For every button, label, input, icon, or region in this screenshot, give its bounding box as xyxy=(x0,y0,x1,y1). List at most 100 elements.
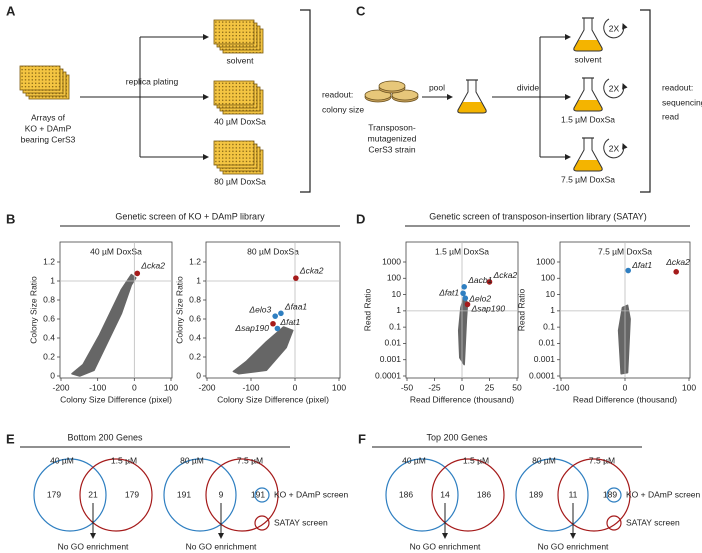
x-tick-label: -25 xyxy=(428,382,441,392)
venn-circle-red xyxy=(79,458,153,532)
y-tick-label: 1 xyxy=(550,305,555,315)
legend-circle-red xyxy=(254,515,270,531)
x-tick-label: 0 xyxy=(293,382,298,392)
venn-count: 186 xyxy=(399,489,413,499)
highlight-point xyxy=(673,269,679,275)
point-label: Δelo3 xyxy=(248,304,271,314)
panel-title: Bottom 200 Genes xyxy=(67,432,143,442)
plate xyxy=(213,80,255,106)
x-axis-label: Read Difference (thousand) xyxy=(410,394,514,404)
arrow-label: divide xyxy=(517,82,539,92)
venn-note: No GO enrichment xyxy=(58,541,129,551)
y-tick-label: 0.2 xyxy=(43,351,55,361)
flask xyxy=(573,138,603,172)
y-tick-label: 0.4 xyxy=(189,332,201,342)
x-tick-label: -200 xyxy=(198,382,215,392)
flask-liquid xyxy=(573,160,603,171)
highlight-point xyxy=(625,267,631,274)
plate xyxy=(213,140,255,166)
condition-label: 40 µM DoxSa xyxy=(214,116,266,126)
y-axis-label: Colony Size Ratio xyxy=(28,276,38,344)
y-tick-label: 0.6 xyxy=(189,313,201,323)
highlight-point xyxy=(270,320,276,327)
y-tick-label: 0 xyxy=(50,370,55,380)
y-tick-label: 1.2 xyxy=(43,256,55,266)
petri-dish-top xyxy=(378,80,406,92)
x-tick-label: 50 xyxy=(512,382,522,392)
y-tick-label: 0.1 xyxy=(543,321,555,331)
highlight-point xyxy=(462,295,469,301)
y-tick-label: 1000 xyxy=(382,256,401,266)
y-axis-label: Read Ratio xyxy=(516,288,526,331)
plot-title: 40 µM DoxSa xyxy=(90,246,142,256)
venn-set-label: 1.5 µM xyxy=(463,455,489,465)
x-tick-label: 25 xyxy=(485,382,495,392)
cycle-arrow xyxy=(603,138,628,159)
venn-count: 189 xyxy=(529,489,543,499)
legend-label: KO + DAmP screen xyxy=(626,489,701,499)
plot-title: 80 µM DoxSa xyxy=(247,246,299,256)
arrow-label: replica plating xyxy=(126,76,179,86)
venn-set-label: 80 µM xyxy=(532,455,556,465)
flask xyxy=(457,80,487,114)
y-tick-label: 0.8 xyxy=(189,294,201,304)
venn-note: No GO enrichment xyxy=(186,541,257,551)
condition-label: solvent xyxy=(575,54,603,64)
plot-frame xyxy=(59,241,173,379)
point-label: Δfat1 xyxy=(631,260,652,270)
readout-text: read xyxy=(662,111,679,121)
point-cloud xyxy=(617,304,631,375)
y-tick-label: 0.8 xyxy=(43,294,55,304)
flask-liquid xyxy=(573,40,603,51)
venn-circle-blue xyxy=(515,458,589,532)
strain-label: mutagenized xyxy=(368,133,417,143)
highlight-point xyxy=(460,290,466,297)
highlight-point xyxy=(134,270,141,277)
readout-title: readout: xyxy=(322,89,353,99)
y-axis-label: Read Ratio xyxy=(362,288,372,331)
y-tick-label: 1 xyxy=(196,275,201,285)
venn-note: No GO enrichment xyxy=(538,541,609,551)
strain-label: CerS3 strain xyxy=(368,144,416,154)
venn-set-label: 40 µM xyxy=(402,455,426,465)
fold-label: 2X xyxy=(609,143,620,153)
flask-liquid xyxy=(573,100,603,111)
point-label: Δfat1 xyxy=(279,317,300,327)
condition-label: 80 µM DoxSa xyxy=(214,176,266,186)
highlight-point xyxy=(272,313,279,319)
y-tick-label: 0.2 xyxy=(189,351,201,361)
x-axis-label: Colony Size Difference (pixel) xyxy=(60,394,172,404)
point-label: Δcka2 xyxy=(665,257,690,267)
panel-letter: E xyxy=(6,431,15,446)
venn-count: 179 xyxy=(125,489,139,499)
y-tick-label: 100 xyxy=(387,273,401,283)
highlight-point xyxy=(486,279,493,285)
y-tick-label: 0.01 xyxy=(384,338,401,348)
y-tick-label: 10 xyxy=(392,289,402,299)
array-label: Arrays of xyxy=(31,112,66,122)
venn-count: 186 xyxy=(477,489,491,499)
y-tick-label: 1 xyxy=(50,275,55,285)
point-label: Δfaa1 xyxy=(284,302,308,312)
array-label: bearing CerS3 xyxy=(21,134,76,144)
venn-circle-blue xyxy=(33,458,107,532)
venn-circle-red xyxy=(431,458,505,532)
flask xyxy=(573,78,603,112)
point-label: Δcka2 xyxy=(140,261,165,271)
venn-circle-red xyxy=(205,458,279,532)
point-label: Δfat1 xyxy=(438,288,459,298)
panel-title: Top 200 Genes xyxy=(426,432,488,442)
point-cloud xyxy=(71,273,137,377)
point-label: Δcka2 xyxy=(299,265,324,275)
fold-label: 2X xyxy=(609,23,620,33)
panel-letter: C xyxy=(356,3,366,18)
y-tick-label: 0.0001 xyxy=(375,370,401,380)
panel-letter: F xyxy=(358,431,366,446)
y-tick-label: 1 xyxy=(396,305,401,315)
venn-set-label: 40 µM xyxy=(50,455,74,465)
y-tick-label: 1000 xyxy=(536,256,555,266)
highlight-point xyxy=(464,301,471,308)
highlight-point xyxy=(461,284,468,290)
x-tick-label: 0 xyxy=(132,382,137,392)
y-tick-label: 0.01 xyxy=(538,338,555,348)
